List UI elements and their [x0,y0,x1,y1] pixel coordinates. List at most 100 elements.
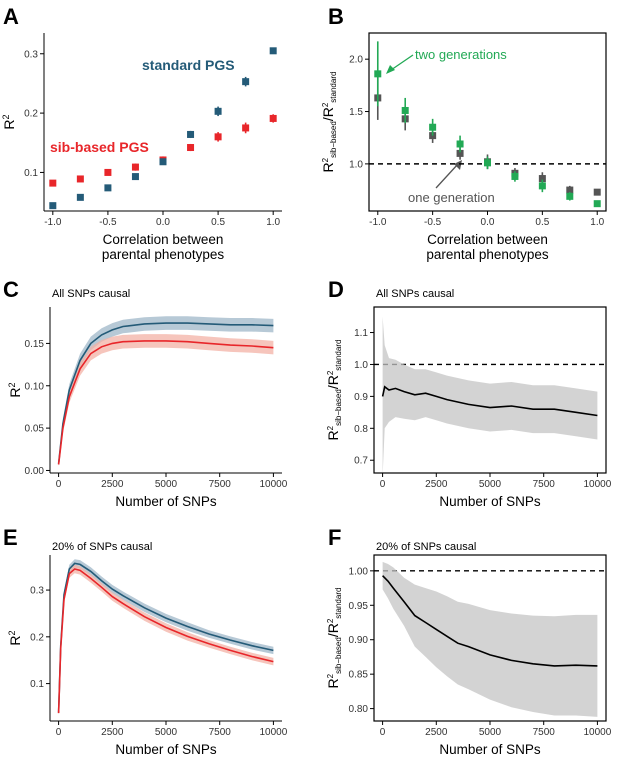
y-axis-label: R2 [7,630,23,645]
panel-b: B two generations one generation -1.0 -0.… [320,4,607,262]
panel-title: 20% of SNPs causal [376,541,476,553]
x-tick-label: 7500 [533,479,556,490]
x-axis-label: Number of SNPs [439,494,541,509]
y-axis-label: R2sib−based/R2standard [320,72,338,173]
confidence-band-sib-based [58,334,274,467]
arrowhead-one-generation [454,160,462,170]
data-point [131,163,139,171]
arrowhead-two-generations [386,65,395,74]
y-axis-label: R2 [1,114,17,129]
x-axis-label: Number of SNPs [115,494,217,509]
y-tick-label: 1.0 [349,159,363,170]
data-point [49,179,57,187]
x-axis-label: parental phenotypes [102,247,225,262]
panel-a: A standard PGS sib-based PGS -1.0 -0.5 0.0… [1,4,282,262]
y-tick-label: 0.3 [24,49,38,60]
x-tick-label: 0.5 [211,217,225,228]
x-axis-label: Number of SNPs [439,742,541,757]
x-tick-label: -0.5 [424,217,442,228]
y-tick-label: 0.9 [354,392,368,403]
x-tick-label: 1.0 [266,217,280,228]
y-tick-label: 0.95 [349,601,369,612]
plot-area: 0 2500 5000 7500 10000 0.7 0.8 0.9 1.0 1.1 Number … [325,306,612,509]
x-tick-label: 7500 [533,727,556,738]
data-point [187,130,195,138]
panel-label: A [3,4,19,29]
x-tick-label: 0.0 [156,217,170,228]
x-tick-label: 7500 [209,479,232,490]
x-tick-label: 2500 [101,727,124,738]
y-tick-label: 0.3 [30,586,44,597]
x-tick-label: 10000 [260,479,288,490]
data-point [214,107,222,115]
marks [374,316,606,477]
plot-area: -1.0 -0.5 0.0 0.5 1.0 1.0 1.5 2.0 Correlation be… [320,32,607,262]
data-point [593,200,601,208]
data-point [269,47,277,55]
y-tick-label: 0.7 [354,456,368,467]
data-point [566,186,574,194]
data-point [76,175,84,183]
x-axis-label: Correlation between [103,232,224,247]
data-point [401,106,409,114]
plot-area: 0 2500 5000 7500 10000 0.00 0.05 0.10 0.15 Number… [7,307,288,509]
marks [374,561,606,717]
series-line-sib-based [57,568,274,714]
y-tick-label: 0.2 [30,632,44,643]
y-tick-label: 1.1 [354,328,368,339]
series-line-ratio [381,385,598,417]
series-line-sib-based [57,340,274,465]
x-axis-label: Number of SNPs [115,742,217,757]
confidence-band-ratio [382,561,598,717]
data-point [484,159,491,167]
y-tick-label: 0.85 [349,670,369,681]
panel-label: B [328,4,344,29]
x-tick-label: 0.0 [481,217,495,228]
panel-label: D [328,277,344,302]
data-point [104,168,112,176]
data-point [49,202,57,210]
data-point [374,70,382,78]
data-point [159,158,167,166]
data-point [429,123,437,131]
x-tick-label: 0 [56,727,62,738]
x-tick-label: 0 [56,479,62,490]
annotation-one-generation: one generation [408,190,495,205]
x-tick-label: 2500 [425,727,448,738]
arrow-one-generation [435,163,459,189]
y-tick-label: 1.5 [349,107,363,118]
y-tick-label: 0.15 [25,339,45,350]
panel-label: E [3,525,18,550]
data-point [187,144,195,152]
data-point [456,140,464,148]
x-tick-label: 0 [380,727,386,738]
data-point [538,182,546,190]
marks [49,47,277,210]
panel-title: All SNPs causal [52,288,130,300]
data-point [456,149,464,157]
x-axis-label: parental phenotypes [426,247,549,262]
arrow-two-generations [390,54,414,71]
series-line-standard [57,562,274,713]
y-tick-label: 0.1 [30,679,44,690]
annotation-sib-based-pgs: sib-based PGS [50,139,149,155]
data-point [593,188,601,196]
plot-area: -1.0 -0.5 0.0 0.5 1.0 0.1 0.2 0.3 Correlation be… [1,33,282,262]
y-tick-label: 0.05 [25,424,45,435]
y-tick-label: 1.00 [349,566,369,577]
y-tick-label: 1.0 [354,360,368,371]
panel-label: F [328,525,341,550]
x-tick-label: 2500 [101,479,124,490]
series-line-standard [57,322,274,464]
y-axis-label: R2 [7,382,23,397]
data-point [269,114,277,122]
plot-area: 0 2500 5000 7500 10000 0.80 0.85 0.90 0.95 1.00 Nu… [325,554,612,757]
data-point [242,78,250,86]
y-tick-label: 0.10 [25,381,45,392]
x-axis-label: Correlation between [427,232,548,247]
marks [57,316,274,467]
panel-e: E 20% of SNPs causal 0 2500 5000 7500 100000… [3,525,288,757]
data-point [104,184,112,192]
data-point [511,172,519,180]
series-line-ratio [382,575,598,667]
